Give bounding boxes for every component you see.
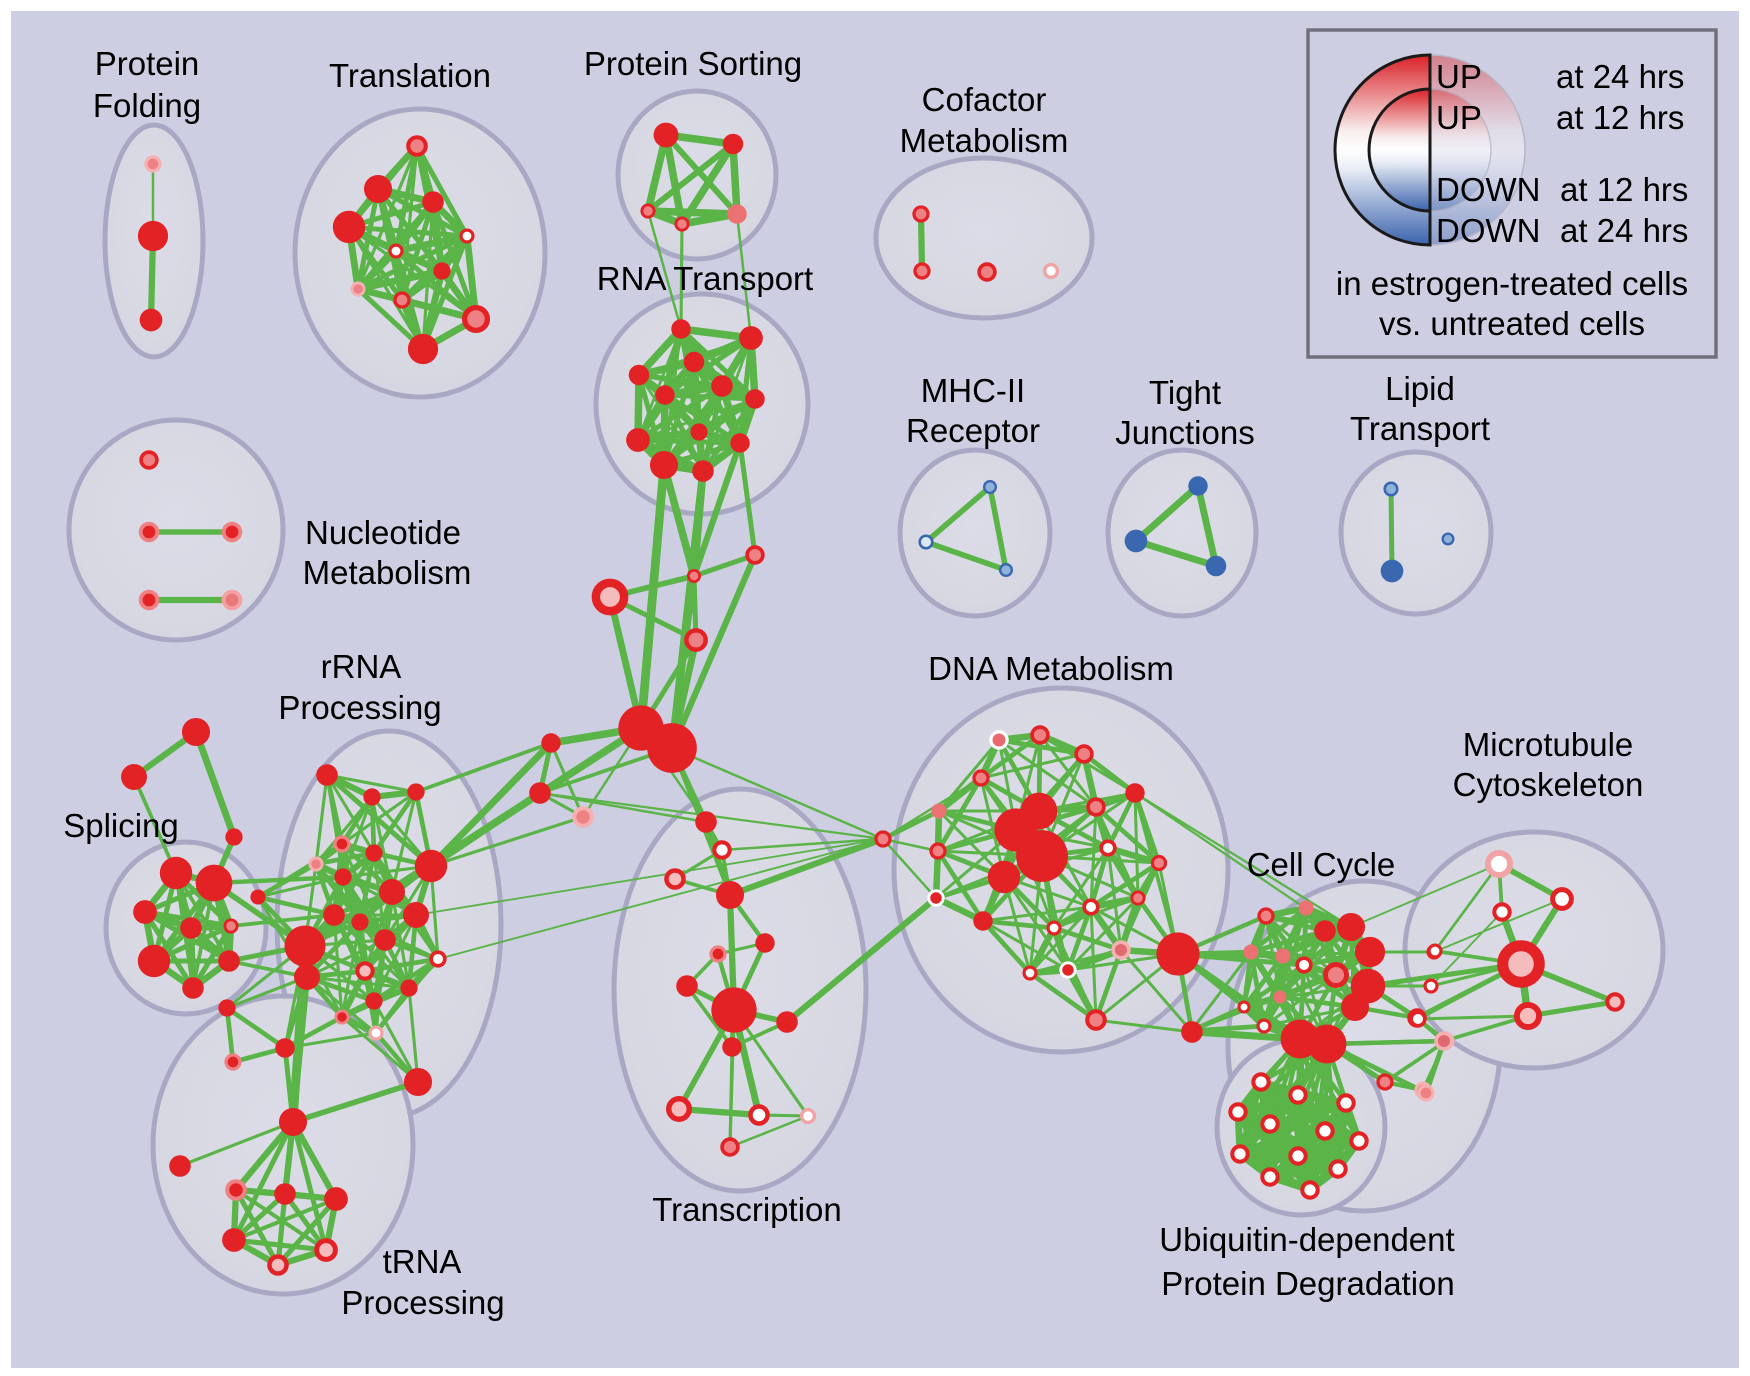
svg-text:in estrogen-treated cells: in estrogen-treated cells	[1336, 265, 1688, 302]
svg-text:at 12 hrs: at 12 hrs	[1556, 99, 1684, 136]
svg-text:Cell Cycle: Cell Cycle	[1247, 846, 1396, 883]
svg-text:Lipid: Lipid	[1385, 370, 1455, 407]
svg-text:Nucleotide: Nucleotide	[305, 514, 461, 551]
svg-text:Transport: Transport	[1350, 410, 1490, 447]
svg-text:Folding: Folding	[93, 87, 201, 124]
svg-text:at 24 hrs: at 24 hrs	[1556, 58, 1684, 95]
svg-text:Transcription: Transcription	[652, 1191, 842, 1228]
svg-text:UP: UP	[1436, 58, 1482, 95]
svg-text:UP: UP	[1436, 99, 1482, 136]
svg-text:tRNA: tRNA	[383, 1243, 462, 1280]
svg-text:DOWN: DOWN	[1436, 212, 1540, 249]
svg-text:Cytoskeleton: Cytoskeleton	[1453, 766, 1644, 803]
svg-text:Translation: Translation	[329, 57, 491, 94]
svg-text:Receptor: Receptor	[906, 412, 1040, 449]
svg-text:Cofactor: Cofactor	[922, 81, 1047, 118]
svg-text:Processing: Processing	[341, 1284, 504, 1321]
svg-text:Processing: Processing	[278, 689, 441, 726]
svg-text:Protein Degradation: Protein Degradation	[1161, 1265, 1455, 1302]
svg-text:rRNA: rRNA	[321, 648, 402, 685]
svg-text:Junctions: Junctions	[1115, 414, 1254, 451]
svg-text:Tight: Tight	[1149, 374, 1221, 411]
svg-text:Splicing: Splicing	[63, 807, 179, 844]
svg-text:Microtubule: Microtubule	[1463, 726, 1634, 763]
svg-text:Protein Sorting: Protein Sorting	[584, 45, 802, 82]
svg-text:Protein: Protein	[95, 45, 200, 82]
svg-text:Metabolism: Metabolism	[303, 554, 472, 591]
svg-text:at 24 hrs: at 24 hrs	[1560, 212, 1688, 249]
svg-text:DOWN: DOWN	[1436, 171, 1540, 208]
svg-text:Metabolism: Metabolism	[900, 122, 1069, 159]
svg-text:MHC-II: MHC-II	[921, 372, 1025, 409]
svg-text:vs. untreated cells: vs. untreated cells	[1379, 305, 1645, 342]
svg-text:RNA Transport: RNA Transport	[597, 260, 813, 297]
svg-text:DNA Metabolism: DNA Metabolism	[928, 650, 1174, 687]
svg-text:at 12 hrs: at 12 hrs	[1560, 171, 1688, 208]
svg-text:Ubiquitin-dependent: Ubiquitin-dependent	[1159, 1221, 1454, 1258]
